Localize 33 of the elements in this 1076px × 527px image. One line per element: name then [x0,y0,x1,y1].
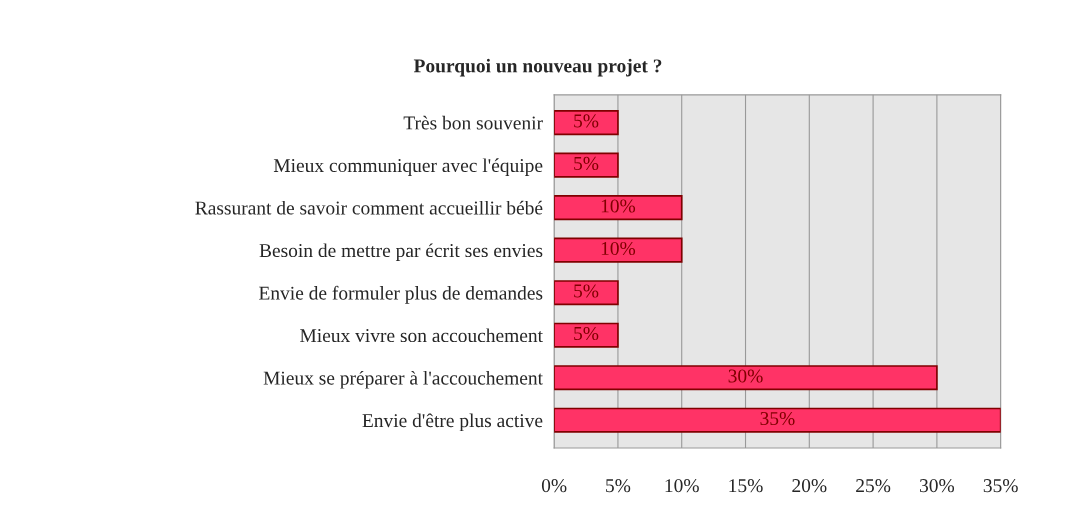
bar [554,110,619,136]
bar [554,280,619,306]
x-tick-label: 20% [792,479,827,493]
data-label: 5% [574,114,599,128]
data-label: 35% [760,411,795,426]
x-tick-label: 10% [665,479,699,493]
data-label: 10% [601,241,636,256]
y-tick-label: Envie de formuler plus de demandes [259,285,543,304]
y-tick-label: Mieux communiquer avec l'équipe [273,158,543,177]
y-tick-label: Envie d'être plus active [362,413,543,432]
data-label: 30% [728,369,763,383]
bar [554,322,619,348]
x-tick-label: 15% [729,479,763,493]
x-tick-label: 35% [983,479,1018,493]
bar [554,407,1001,433]
data-label: 5% [574,284,599,298]
data-label: 5% [574,326,599,341]
bar [554,195,683,221]
x-tick-label: 5% [606,479,631,493]
data-label: 5% [574,156,599,171]
data-label: 10% [601,199,636,213]
bar [554,237,683,263]
x-tick-label: 30% [920,479,955,493]
y-tick-label: Mieux vivre son accouchement [300,328,543,343]
y-tick-label: Très bon souvenir [403,115,543,130]
bar [554,152,619,178]
bar [554,365,938,391]
x-tick-label: 25% [856,479,891,493]
y-tick-label: Rassurant de savoir comment accueillir bébé [195,200,543,215]
y-tick-label: Mieux se préparer à l'accouchement [263,370,543,389]
chart-title: Pourquoi un nouveau projet ? [413,58,662,77]
x-tick-label: 0% [541,479,567,493]
y-tick-label: Besoin de mettre par écrit ses envies [259,243,543,262]
